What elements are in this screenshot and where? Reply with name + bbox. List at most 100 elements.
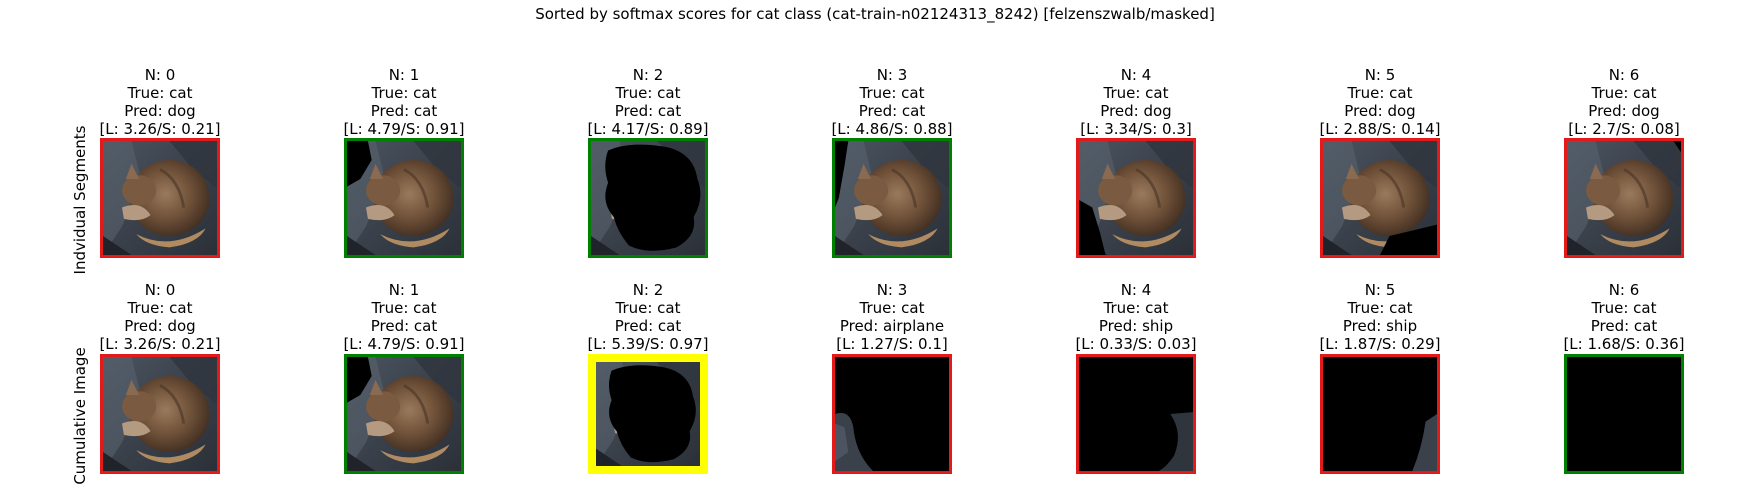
thumbnail-caption: N: 3 True: cat Pred: cat [L: 4.86/S: 0.88] (772, 66, 1012, 138)
caption-true: True: cat (859, 299, 925, 317)
caption-n: N: 5 (1364, 281, 1396, 299)
caption-true: True: cat (127, 299, 193, 317)
cat-image (103, 141, 217, 255)
thumbnail-caption: N: 2 True: cat Pred: cat [L: 5.39/S: 0.97] (528, 281, 768, 353)
caption-true: True: cat (127, 84, 193, 102)
thumbnail-caption: N: 6 True: cat Pred: cat [L: 1.68/S: 0.36] (1504, 281, 1744, 353)
caption-true: True: cat (615, 84, 681, 102)
cat-image (596, 362, 700, 466)
caption-score: [L: 4.86/S: 0.88] (831, 120, 953, 138)
caption-pred: Pred: dog (1588, 102, 1660, 120)
caption-n: N: 6 (1608, 281, 1640, 299)
segment-thumbnail (100, 138, 220, 258)
caption-true: True: cat (1591, 84, 1657, 102)
caption-true: True: cat (859, 84, 925, 102)
caption-true: True: cat (1103, 299, 1169, 317)
caption-n: N: 4 (1120, 66, 1152, 84)
caption-pred: Pred: cat (614, 102, 682, 120)
segment-thumbnail (1564, 354, 1684, 474)
cat-image (347, 141, 461, 255)
caption-pred: Pred: cat (370, 102, 438, 120)
caption-true: True: cat (615, 299, 681, 317)
caption-pred: Pred: cat (858, 102, 926, 120)
segment-thumbnail (588, 354, 708, 474)
thumbnail-caption: N: 5 True: cat Pred: ship [L: 1.87/S: 0.29] (1260, 281, 1500, 353)
row-label-individual-segments: Indvidual Segments (71, 125, 89, 275)
caption-pred: Pred: cat (370, 317, 438, 335)
thumbnail-caption: N: 0 True: cat Pred: dog [L: 3.26/S: 0.21] (40, 66, 280, 138)
thumbnail-caption: N: 1 True: cat Pred: cat [L: 4.79/S: 0.91] (284, 281, 524, 353)
caption-score: [L: 3.34/S: 0.3] (1080, 120, 1192, 138)
cat-image (1323, 141, 1437, 255)
caption-score: [L: 4.17/S: 0.89] (587, 120, 709, 138)
thumbnail-caption: N: 5 True: cat Pred: dog [L: 2.88/S: 0.14] (1260, 66, 1500, 138)
caption-pred: Pred: dog (124, 102, 196, 120)
caption-score: [L: 3.26/S: 0.21] (99, 335, 221, 353)
caption-score: [L: 0.33/S: 0.03] (1075, 335, 1197, 353)
caption-pred: Pred: dog (1344, 102, 1416, 120)
segment-thumbnail (1076, 354, 1196, 474)
caption-n: N: 0 (144, 66, 176, 84)
cat-image (835, 141, 949, 255)
caption-true: True: cat (371, 84, 437, 102)
caption-true: True: cat (371, 299, 437, 317)
caption-score: [L: 4.79/S: 0.91] (343, 120, 465, 138)
thumbnail-caption: N: 3 True: cat Pred: airplane [L: 1.27/S: 0… (772, 281, 1012, 353)
caption-score: [L: 3.26/S: 0.21] (99, 120, 221, 138)
segment-thumbnail (1320, 354, 1440, 474)
caption-n: N: 2 (632, 281, 664, 299)
cat-image (591, 141, 705, 255)
caption-score: [L: 1.87/S: 0.29] (1319, 335, 1441, 353)
figure-title: Sorted by softmax scores for cat class (… (535, 5, 1215, 23)
thumbnail-caption: N: 1 True: cat Pred: cat [L: 4.79/S: 0.91] (284, 66, 524, 138)
cat-image (103, 357, 217, 471)
thumbnail-caption: N: 2 True: cat Pred: cat [L: 4.17/S: 0.89] (528, 66, 768, 138)
segment-thumbnail (100, 354, 220, 474)
segment-thumbnail (832, 354, 952, 474)
segment-thumbnail (1564, 138, 1684, 258)
caption-true: True: cat (1347, 299, 1413, 317)
cat-image (1567, 357, 1681, 471)
segment-thumbnail (344, 138, 464, 258)
caption-n: N: 3 (876, 281, 908, 299)
segment-thumbnail (1076, 138, 1196, 258)
caption-true: True: cat (1591, 299, 1657, 317)
cat-image (1323, 357, 1437, 471)
caption-n: N: 4 (1120, 281, 1152, 299)
caption-true: True: cat (1347, 84, 1413, 102)
cat-image (1079, 357, 1193, 471)
caption-score: [L: 5.39/S: 0.97] (587, 335, 709, 353)
thumbnail-caption: N: 4 True: cat Pred: dog [L: 3.34/S: 0.3] (1016, 66, 1256, 138)
caption-pred: Pred: dog (124, 317, 196, 335)
caption-n: N: 5 (1364, 66, 1396, 84)
caption-score: [L: 2.7/S: 0.08] (1568, 120, 1680, 138)
segment-thumbnail (588, 138, 708, 258)
segment-thumbnail (344, 354, 464, 474)
caption-pred: Pred: cat (1590, 317, 1658, 335)
cat-image (835, 357, 949, 471)
thumbnail-caption: N: 0 True: cat Pred: dog [L: 3.26/S: 0.21] (40, 281, 280, 353)
thumbnail-caption: N: 4 True: cat Pred: ship [L: 0.33/S: 0.03] (1016, 281, 1256, 353)
caption-pred: Pred: cat (614, 317, 682, 335)
caption-score: [L: 1.27/S: 0.1] (836, 335, 948, 353)
caption-n: N: 6 (1608, 66, 1640, 84)
caption-pred: Pred: airplane (839, 317, 945, 335)
caption-score: [L: 1.68/S: 0.36] (1563, 335, 1685, 353)
row-label-cumulative-image: Cumulative Image (71, 347, 89, 485)
caption-n: N: 3 (876, 66, 908, 84)
caption-true: True: cat (1103, 84, 1169, 102)
segment-thumbnail (1320, 138, 1440, 258)
caption-n: N: 1 (388, 281, 420, 299)
caption-n: N: 0 (144, 281, 176, 299)
caption-n: N: 2 (632, 66, 664, 84)
cat-image (1567, 141, 1681, 255)
caption-pred: Pred: ship (1098, 317, 1174, 335)
caption-score: [L: 4.79/S: 0.91] (343, 335, 465, 353)
caption-n: N: 1 (388, 66, 420, 84)
segment-thumbnail (832, 138, 952, 258)
caption-pred: Pred: dog (1100, 102, 1172, 120)
caption-score: [L: 2.88/S: 0.14] (1319, 120, 1441, 138)
cat-image (347, 357, 461, 471)
cat-image (1079, 141, 1193, 255)
thumbnail-caption: N: 6 True: cat Pred: dog [L: 2.7/S: 0.08] (1504, 66, 1744, 138)
